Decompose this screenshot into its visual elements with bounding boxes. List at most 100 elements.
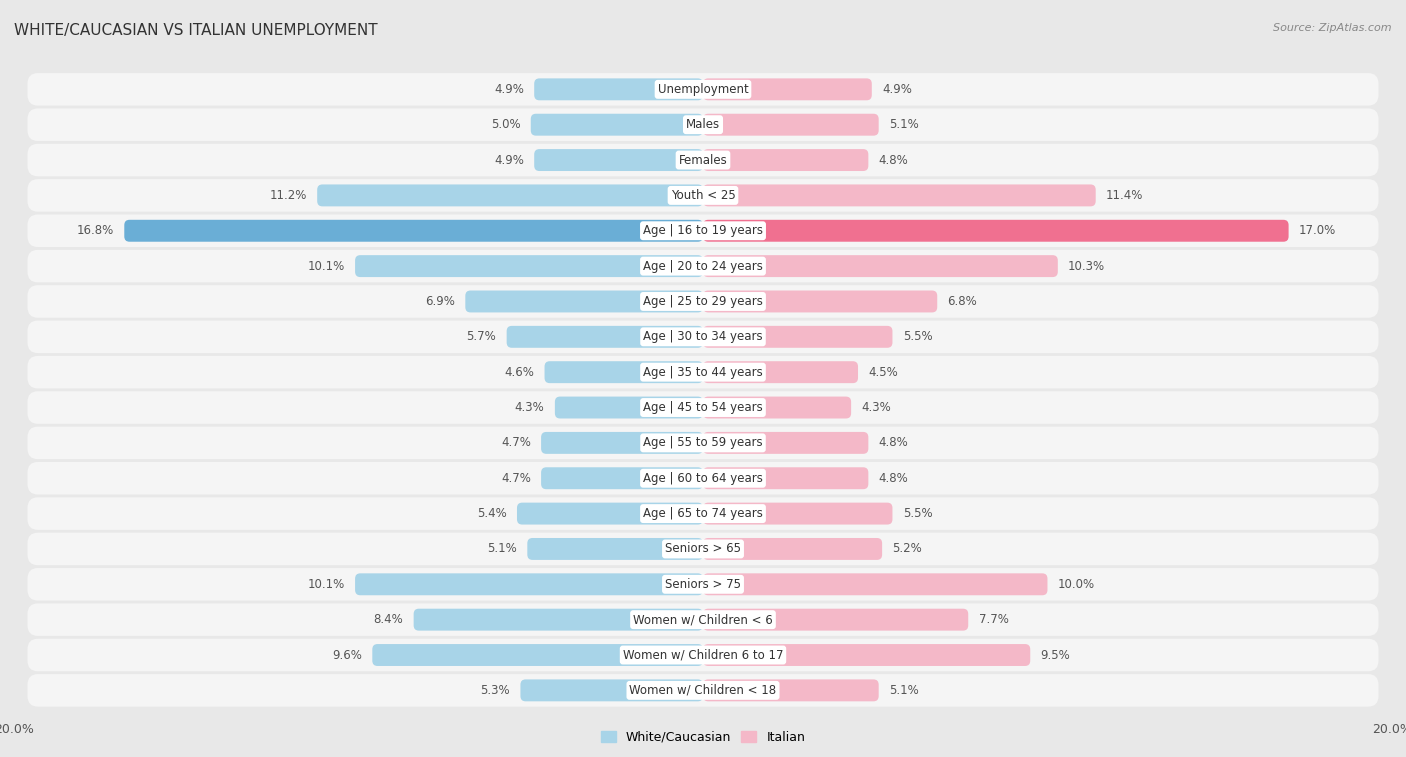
FancyBboxPatch shape <box>318 185 703 207</box>
Text: Seniors > 65: Seniors > 65 <box>665 543 741 556</box>
Text: 5.2%: 5.2% <box>893 543 922 556</box>
Text: 9.5%: 9.5% <box>1040 649 1070 662</box>
FancyBboxPatch shape <box>703 538 882 560</box>
FancyBboxPatch shape <box>703 644 1031 666</box>
Text: 9.6%: 9.6% <box>332 649 361 662</box>
Text: 6.8%: 6.8% <box>948 295 977 308</box>
Text: 8.4%: 8.4% <box>374 613 404 626</box>
FancyBboxPatch shape <box>28 73 1378 106</box>
FancyBboxPatch shape <box>28 250 1378 282</box>
FancyBboxPatch shape <box>373 644 703 666</box>
Text: Age | 30 to 34 years: Age | 30 to 34 years <box>643 330 763 344</box>
FancyBboxPatch shape <box>703 361 858 383</box>
FancyBboxPatch shape <box>356 573 703 595</box>
FancyBboxPatch shape <box>28 462 1378 494</box>
Text: 10.1%: 10.1% <box>308 578 344 590</box>
Text: 5.1%: 5.1% <box>889 684 918 697</box>
Text: Females: Females <box>679 154 727 167</box>
FancyBboxPatch shape <box>531 114 703 136</box>
FancyBboxPatch shape <box>703 467 869 489</box>
FancyBboxPatch shape <box>506 326 703 347</box>
Text: Age | 20 to 24 years: Age | 20 to 24 years <box>643 260 763 273</box>
FancyBboxPatch shape <box>703 185 1095 207</box>
Text: 17.0%: 17.0% <box>1299 224 1336 237</box>
FancyBboxPatch shape <box>124 220 703 241</box>
Text: 5.0%: 5.0% <box>491 118 520 131</box>
FancyBboxPatch shape <box>703 220 1289 241</box>
FancyBboxPatch shape <box>28 639 1378 671</box>
Text: 10.0%: 10.0% <box>1057 578 1095 590</box>
Text: 4.7%: 4.7% <box>501 472 531 484</box>
Text: 4.9%: 4.9% <box>882 83 912 96</box>
Text: Women w/ Children 6 to 17: Women w/ Children 6 to 17 <box>623 649 783 662</box>
FancyBboxPatch shape <box>28 603 1378 636</box>
Text: 5.7%: 5.7% <box>467 330 496 344</box>
Text: Age | 16 to 19 years: Age | 16 to 19 years <box>643 224 763 237</box>
Text: 5.4%: 5.4% <box>477 507 506 520</box>
Text: Women w/ Children < 6: Women w/ Children < 6 <box>633 613 773 626</box>
FancyBboxPatch shape <box>703 503 893 525</box>
FancyBboxPatch shape <box>28 427 1378 459</box>
Text: Age | 60 to 64 years: Age | 60 to 64 years <box>643 472 763 484</box>
Text: 10.1%: 10.1% <box>308 260 344 273</box>
Text: 5.3%: 5.3% <box>481 684 510 697</box>
FancyBboxPatch shape <box>28 320 1378 353</box>
Text: Males: Males <box>686 118 720 131</box>
FancyBboxPatch shape <box>703 432 869 454</box>
FancyBboxPatch shape <box>28 533 1378 565</box>
FancyBboxPatch shape <box>413 609 703 631</box>
Text: 4.9%: 4.9% <box>494 154 524 167</box>
FancyBboxPatch shape <box>28 568 1378 600</box>
FancyBboxPatch shape <box>541 432 703 454</box>
Text: 7.7%: 7.7% <box>979 613 1008 626</box>
FancyBboxPatch shape <box>28 108 1378 141</box>
FancyBboxPatch shape <box>544 361 703 383</box>
Text: 5.1%: 5.1% <box>488 543 517 556</box>
FancyBboxPatch shape <box>555 397 703 419</box>
Text: 5.5%: 5.5% <box>903 330 932 344</box>
Text: 4.3%: 4.3% <box>862 401 891 414</box>
Text: 4.9%: 4.9% <box>494 83 524 96</box>
FancyBboxPatch shape <box>534 79 703 101</box>
FancyBboxPatch shape <box>703 326 893 347</box>
FancyBboxPatch shape <box>703 114 879 136</box>
Text: Seniors > 75: Seniors > 75 <box>665 578 741 590</box>
Text: 4.6%: 4.6% <box>505 366 534 378</box>
FancyBboxPatch shape <box>703 680 879 701</box>
Text: Unemployment: Unemployment <box>658 83 748 96</box>
FancyBboxPatch shape <box>517 503 703 525</box>
Text: Age | 55 to 59 years: Age | 55 to 59 years <box>643 436 763 450</box>
FancyBboxPatch shape <box>534 149 703 171</box>
Text: Age | 35 to 44 years: Age | 35 to 44 years <box>643 366 763 378</box>
FancyBboxPatch shape <box>527 538 703 560</box>
Text: 16.8%: 16.8% <box>77 224 114 237</box>
FancyBboxPatch shape <box>703 397 851 419</box>
Text: 5.1%: 5.1% <box>889 118 918 131</box>
Text: 4.8%: 4.8% <box>879 436 908 450</box>
FancyBboxPatch shape <box>28 179 1378 212</box>
FancyBboxPatch shape <box>703 79 872 101</box>
FancyBboxPatch shape <box>703 255 1057 277</box>
FancyBboxPatch shape <box>703 609 969 631</box>
Text: WHITE/CAUCASIAN VS ITALIAN UNEMPLOYMENT: WHITE/CAUCASIAN VS ITALIAN UNEMPLOYMENT <box>14 23 378 38</box>
FancyBboxPatch shape <box>541 467 703 489</box>
FancyBboxPatch shape <box>703 291 938 313</box>
Text: 4.8%: 4.8% <box>879 472 908 484</box>
FancyBboxPatch shape <box>28 214 1378 247</box>
FancyBboxPatch shape <box>356 255 703 277</box>
Text: 5.5%: 5.5% <box>903 507 932 520</box>
Text: Youth < 25: Youth < 25 <box>671 189 735 202</box>
Text: Women w/ Children < 18: Women w/ Children < 18 <box>630 684 776 697</box>
Legend: White/Caucasian, Italian: White/Caucasian, Italian <box>600 731 806 744</box>
Text: Age | 25 to 29 years: Age | 25 to 29 years <box>643 295 763 308</box>
Text: 11.2%: 11.2% <box>270 189 307 202</box>
Text: 11.4%: 11.4% <box>1107 189 1143 202</box>
FancyBboxPatch shape <box>28 356 1378 388</box>
Text: 4.8%: 4.8% <box>879 154 908 167</box>
Text: 4.5%: 4.5% <box>869 366 898 378</box>
FancyBboxPatch shape <box>28 391 1378 424</box>
FancyBboxPatch shape <box>28 285 1378 318</box>
Text: Age | 45 to 54 years: Age | 45 to 54 years <box>643 401 763 414</box>
FancyBboxPatch shape <box>28 674 1378 706</box>
FancyBboxPatch shape <box>28 144 1378 176</box>
